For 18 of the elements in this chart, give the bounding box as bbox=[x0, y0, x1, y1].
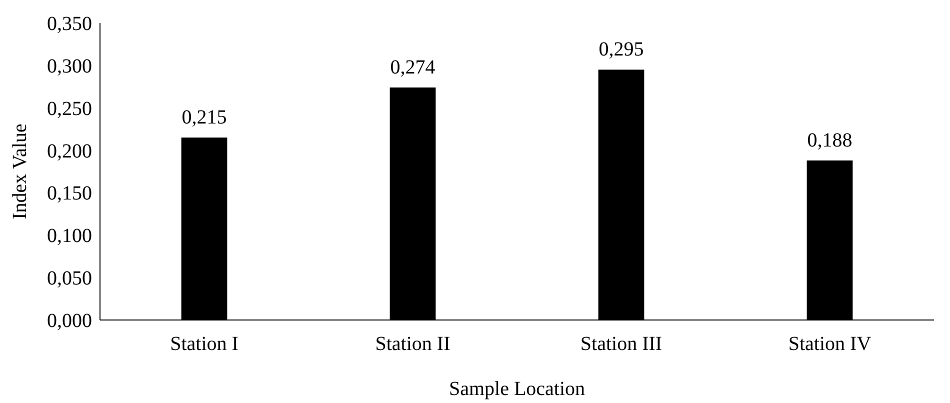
x-tick-label: Station II bbox=[375, 333, 450, 355]
y-tick-label: 0,050 bbox=[47, 268, 92, 290]
x-tick-label: Station IV bbox=[788, 333, 872, 355]
y-tick-label: 0,250 bbox=[47, 98, 92, 120]
data-label: 0,295 bbox=[598, 38, 644, 61]
data-label: 0,274 bbox=[390, 56, 436, 78]
x-axis-title: Sample Location bbox=[448, 378, 586, 400]
y-tick-label: 0,350 bbox=[47, 13, 92, 35]
data-label: 0,188 bbox=[807, 129, 852, 152]
y-tick-label: 0,100 bbox=[47, 225, 92, 248]
y-tick-label: 0,200 bbox=[47, 140, 92, 162]
x-tick-label: Station III bbox=[580, 333, 662, 355]
y-tick-label: 0,000 bbox=[47, 310, 92, 332]
y-tick-label: 0,150 bbox=[47, 182, 92, 205]
data-label: 0,215 bbox=[182, 106, 227, 129]
x-tick-label: Station I bbox=[170, 333, 238, 355]
y-axis-title: Index Value bbox=[9, 124, 31, 220]
y-tick-label: 0,300 bbox=[47, 55, 92, 78]
